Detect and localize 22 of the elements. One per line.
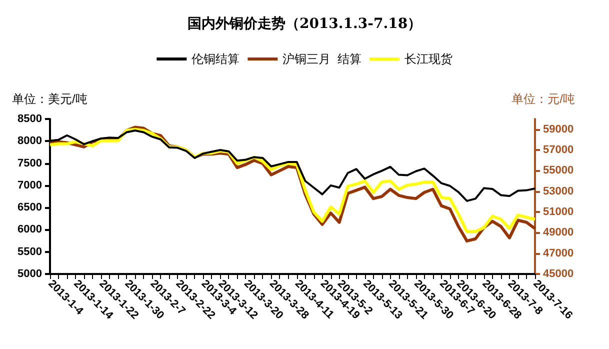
y2-tick-label: 47000	[543, 247, 574, 260]
y-tick-label: 6000	[18, 224, 42, 236]
y-tick-label: 5500	[18, 246, 42, 258]
y-axis-title: 单位：美元/吨	[12, 92, 88, 106]
y2-axis-title: 单位：元/吨	[512, 92, 575, 106]
y-tick-label: 7000	[18, 179, 42, 192]
y2-tick-label: 59000	[543, 123, 574, 136]
y2-tick-label: 55000	[543, 164, 574, 177]
legend-label: 长江现货	[404, 52, 452, 66]
y2-tick-label: 45000	[543, 268, 574, 280]
y-tick-label: 8000	[18, 135, 42, 148]
y-tick-label: 7500	[18, 157, 42, 170]
y-tick-label: 5000	[18, 268, 42, 280]
y-tick-label: 6500	[18, 202, 42, 214]
chart-title: 国内外铜价走势（2013.1.3-7.18）	[187, 16, 422, 32]
y2-tick-label: 51000	[543, 206, 574, 218]
y2-tick-label: 53000	[543, 185, 574, 198]
y-tick-label: 8500	[18, 113, 42, 125]
y2-tick-label: 57000	[543, 144, 574, 156]
y2-tick-label: 49000	[543, 226, 574, 239]
legend-label: 伦铜结算	[192, 52, 240, 66]
legend-label: 沪铜三月 结算	[282, 52, 362, 66]
